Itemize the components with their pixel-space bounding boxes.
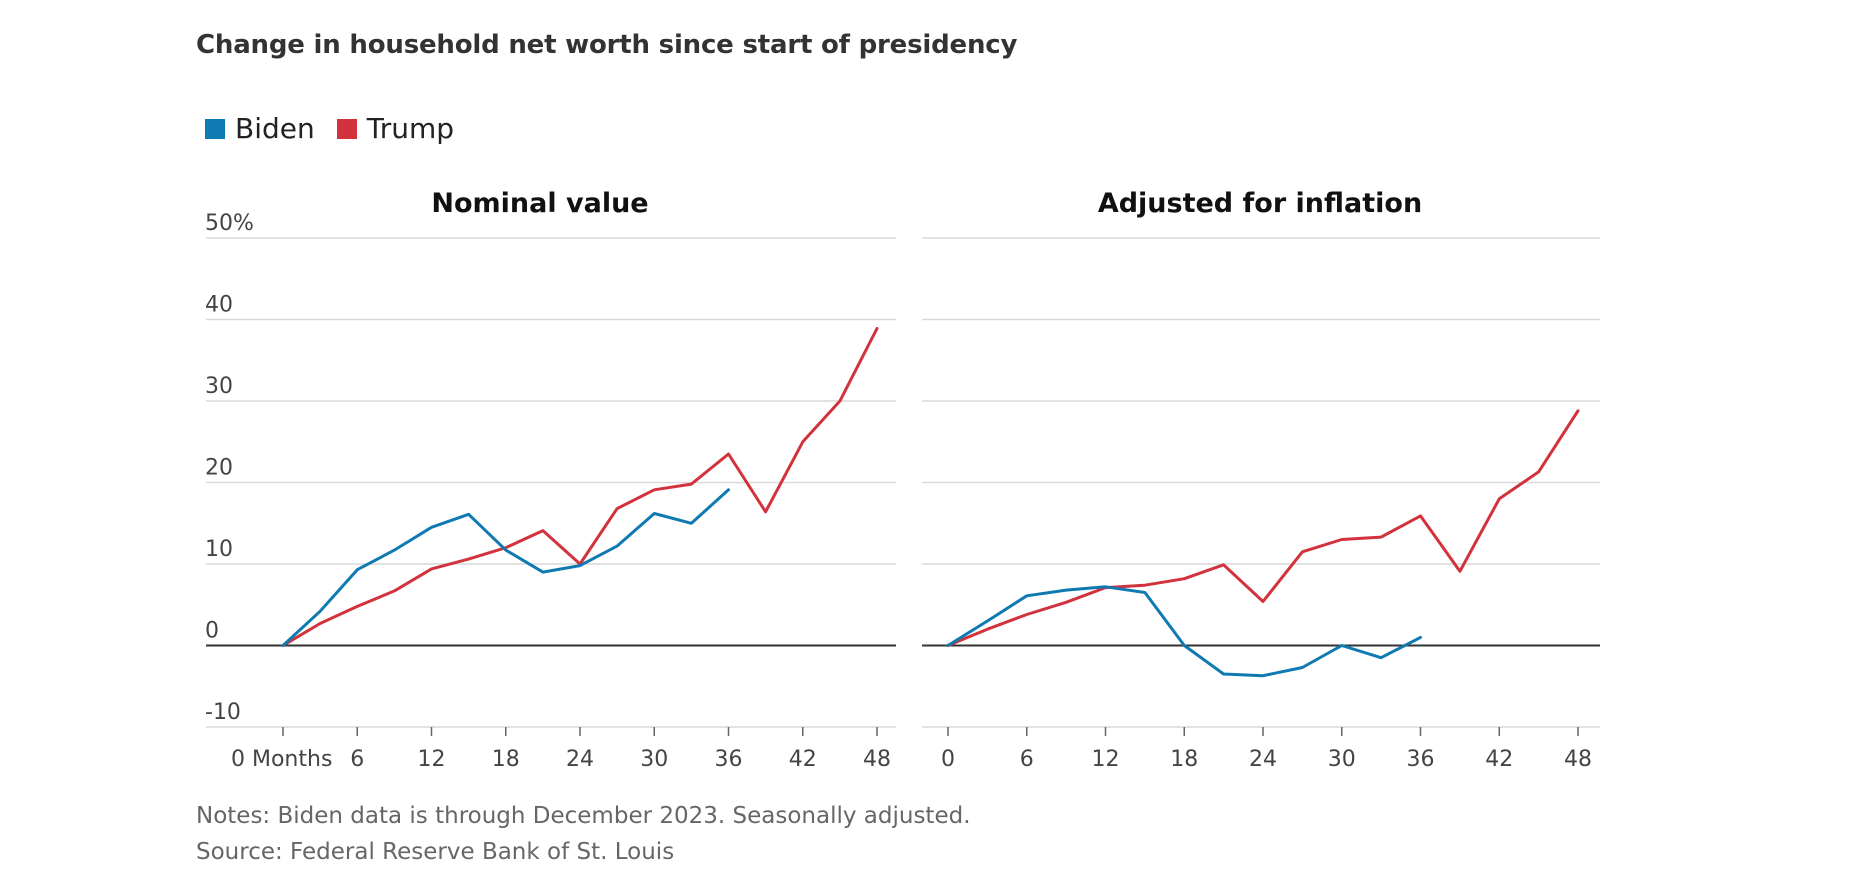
x-tick-label-inflation-3: 18 xyxy=(1170,747,1198,772)
y-tick-label-nominal-3: 20 xyxy=(205,456,233,481)
x-tick-label-inflation-5: 30 xyxy=(1328,747,1356,772)
y-tick-label-nominal-2: 10 xyxy=(205,537,233,562)
panel-title-inflation: Adjusted for inflation xyxy=(1098,188,1422,219)
x-tick-label-nominal-6: 36 xyxy=(715,747,743,772)
legend-swatch-trump xyxy=(336,118,357,139)
x-tick-label-nominal-5: 30 xyxy=(640,747,668,772)
y-tick-label-nominal-6: 50% xyxy=(205,211,254,236)
series-line-biden-nominal xyxy=(281,488,730,647)
x-tick-label-nominal-7: 42 xyxy=(789,747,817,772)
panel-title-nominal: Nominal value xyxy=(431,188,648,219)
y-tick-label-nominal-4: 30 xyxy=(205,374,233,399)
legend-swatch-biden xyxy=(205,118,225,139)
notes-block: Notes: Biden data is through December 20… xyxy=(196,798,971,870)
legend-item-biden: Biden xyxy=(205,112,315,145)
y-tick-label-nominal-0: -10 xyxy=(205,700,241,725)
y-tick-label-nominal-1: 0 xyxy=(205,619,219,644)
x-tick-label-inflation-7: 42 xyxy=(1485,747,1513,772)
series-line-biden-inflation xyxy=(946,585,1422,678)
x-tick-label-inflation-8: 48 xyxy=(1564,747,1592,772)
series-line-trump-nominal xyxy=(281,327,879,647)
legend-label-biden: Biden xyxy=(235,112,315,145)
x-tick-label-nominal-0: 0 Months xyxy=(231,747,332,772)
legend-label-trump: Trump xyxy=(366,112,455,145)
x-tick-label-nominal-4: 24 xyxy=(566,747,594,772)
x-tick-label-inflation-6: 36 xyxy=(1407,747,1435,772)
x-tick-label-nominal-1: 6 xyxy=(350,747,364,772)
x-tick-label-inflation-1: 6 xyxy=(1020,747,1034,772)
x-tick-label-nominal-8: 48 xyxy=(863,747,891,772)
x-tick-label-inflation-0: 0 xyxy=(941,747,955,772)
x-tick-label-inflation-2: 12 xyxy=(1092,747,1120,772)
x-tick-label-inflation-4: 24 xyxy=(1249,747,1277,772)
legend: Biden Trump xyxy=(205,112,476,145)
chart-title: Change in household net worth since star… xyxy=(196,30,1018,60)
charts-canvas: Nominal value -10 0 10 20 30 40 50% 0 Months 6 12 1… xyxy=(205,188,1600,772)
series-line-trump-inflation xyxy=(946,409,1580,647)
x-tick-label-nominal-2: 12 xyxy=(418,747,446,772)
legend-item-trump: Trump xyxy=(336,112,455,145)
x-tick-label-nominal-3: 18 xyxy=(492,747,520,772)
notes-text: Notes: Biden data is through December 20… xyxy=(196,803,971,829)
y-tick-label-nominal-5: 40 xyxy=(205,293,233,318)
source-text: Source: Federal Reserve Bank of St. Loui… xyxy=(196,839,675,865)
